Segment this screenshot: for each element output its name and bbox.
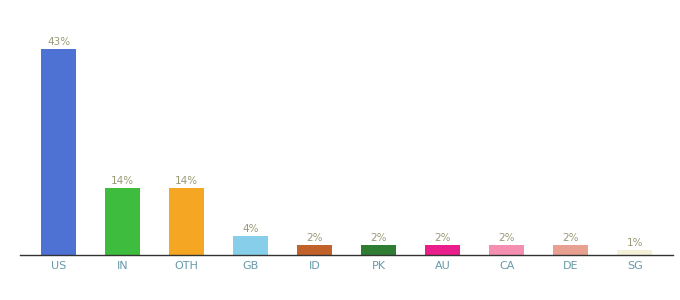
Text: 2%: 2% — [562, 233, 579, 244]
Text: 2%: 2% — [498, 233, 515, 244]
Text: 43%: 43% — [47, 37, 70, 47]
Bar — [41, 49, 76, 255]
Text: 2%: 2% — [307, 233, 323, 244]
Text: 2%: 2% — [435, 233, 451, 244]
Text: 1%: 1% — [626, 238, 643, 248]
Bar — [105, 188, 140, 255]
Bar — [361, 245, 396, 255]
Bar — [489, 245, 524, 255]
Text: 2%: 2% — [371, 233, 387, 244]
Text: 4%: 4% — [243, 224, 259, 234]
Bar — [554, 245, 588, 255]
Bar — [169, 188, 205, 255]
Bar — [233, 236, 269, 255]
Text: 14%: 14% — [175, 176, 199, 186]
Bar — [297, 245, 333, 255]
Bar — [425, 245, 460, 255]
Text: 14%: 14% — [112, 176, 135, 186]
Bar — [617, 250, 652, 255]
